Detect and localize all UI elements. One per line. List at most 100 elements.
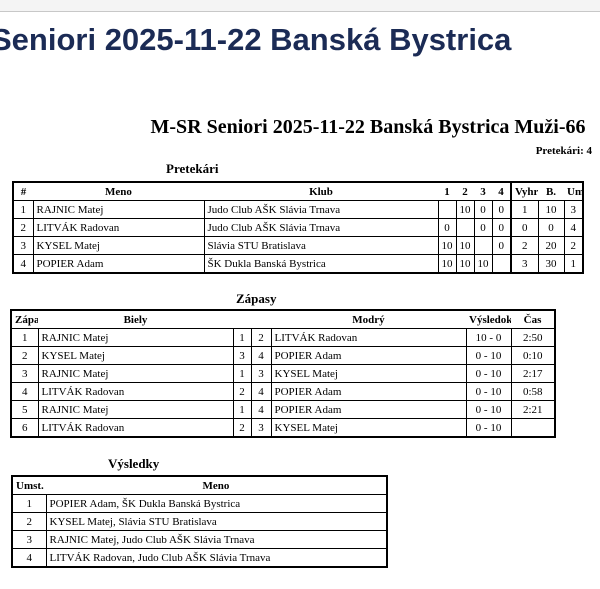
competitors-cell-score-1: 10 (437, 236, 457, 255)
table-row: 4 POPIER Adam ŠK Dukla Banská Bystrica 10 10… (12, 254, 584, 274)
table-row: 4 LITVÁK Radovan 2 4 POPIER Adam 0 - 10 0:58 (10, 382, 556, 401)
competitors-cell-points: 0 (537, 218, 565, 237)
document-title: M-SR Seniori 2025-11-22 Banská Bystrica … (150, 116, 586, 138)
results-cell-place: 2 (11, 512, 47, 531)
competitors-header-number: # (13, 182, 33, 201)
competitors-cell-score-1 (437, 200, 457, 219)
matches-cell-match: 1 (10, 328, 39, 347)
competitors-cell-score-3: 0 (473, 200, 493, 219)
competitors-cell-club: ŠK Dukla Banská Bystrica (203, 254, 439, 274)
competitors-cell-number: 1 (12, 200, 34, 219)
matches-cell-blue: POPIER Adam (270, 400, 467, 419)
competitors-cell-name: LITVÁK Radovan (32, 218, 205, 237)
matches-cell-match: 5 (10, 400, 39, 419)
matches-cell-blue-number: 4 (250, 400, 272, 419)
matches-header-white: Biely (38, 310, 233, 329)
table-row: 3 KYSEL Matej Slávia STU Bratislava 10 10 0 2 2… (12, 236, 584, 255)
competitors-cell-score-2: 10 (455, 254, 475, 274)
matches-cell-white-number: 2 (232, 382, 252, 401)
matches-cell-match: 3 (10, 364, 39, 383)
table-row: 2 LITVÁK Radovan Judo Club AŠK Slávia Trna… (12, 218, 584, 237)
results-cell-place: 1 (11, 494, 47, 513)
results-table: Umst. Meno 1 POPIER Adam, ŠK Dukla Banská B… (11, 475, 388, 568)
competitors-cell-score-1: 10 (437, 254, 457, 274)
competitors-header-club: Klub (204, 182, 438, 201)
competitors-cell-name: RAJNIC Matej (32, 200, 205, 219)
competitors-cell-score-4: 0 (491, 200, 512, 219)
competitors-cell-wins: 0 (510, 218, 539, 237)
competitors-header-score-2: 2 (456, 182, 474, 201)
competitors-header-place: Umst. (564, 182, 583, 201)
matches-cell-result: 0 - 10 (465, 364, 512, 383)
competitors-cell-score-2: 10 (455, 236, 475, 255)
competitors-cell-score-3: 10 (473, 254, 493, 274)
matches-cell-time: 2:17 (510, 364, 556, 383)
competitors-cell-wins: 2 (510, 236, 539, 255)
competitors-cell-score-4 (491, 254, 512, 274)
matches-cell-blue: LITVÁK Radovan (270, 328, 467, 347)
matches-cell-time: 2:50 (510, 328, 556, 347)
matches-cell-blue: KYSEL Matej (270, 364, 467, 383)
results-header-place: Umst. (12, 476, 46, 495)
competitors-cell-club: Judo Club AŠK Slávia Trnava (203, 218, 439, 237)
matches-cell-blue-number: 4 (250, 346, 272, 365)
table-row: 4 LITVÁK Radovan, Judo Club AŠK Slávia Tr… (11, 548, 388, 568)
document-title-row: M-SR Seniori 2025-11-22 Banská Bystrica … (0, 116, 600, 139)
competitors-cell-place: 3 (563, 200, 584, 219)
matches-cell-blue: POPIER Adam (270, 382, 467, 401)
matches-cell-blue: POPIER Adam (270, 346, 467, 365)
competitors-header-wins: Vyhraté (510, 182, 538, 201)
matches-cell-match: 4 (10, 382, 39, 401)
competitors-cell-score-2 (455, 218, 475, 237)
competitors-cell-name: POPIER Adam (32, 254, 205, 274)
matches-cell-white: LITVÁK Radovan (37, 382, 234, 401)
results-header-name: Meno (46, 476, 387, 495)
matches-cell-white-number: 1 (232, 364, 252, 383)
competitors-cell-points: 30 (537, 254, 565, 274)
table-row: 1 POPIER Adam, ŠK Dukla Banská Bystrica (11, 494, 388, 513)
matches-cell-white: RAJNIC Matej (37, 364, 234, 383)
table-row: 1 RAJNIC Matej 1 2 LITVÁK Radovan 10 - 0 2:50 (10, 328, 556, 347)
matches-cell-time: 0:58 (510, 382, 556, 401)
matches-cell-blue-number: 3 (250, 418, 272, 438)
competitors-cell-number: 4 (12, 254, 34, 274)
matches-cell-result: 10 - 0 (465, 328, 512, 347)
matches-header-result: Výsledok (466, 310, 511, 329)
competitors-cell-number: 3 (12, 236, 34, 255)
matches-heading: Zápasy (236, 291, 277, 306)
results-cell-place: 4 (11, 548, 47, 568)
matches-cell-time: 0:10 (510, 346, 556, 365)
competitors-header-score-4: 4 (492, 182, 511, 201)
competitors-cell-points: 10 (537, 200, 565, 219)
competitors-header-score-1: 1 (438, 182, 456, 201)
competitors-cell-place: 1 (563, 254, 584, 274)
results-heading: Výsledky (108, 456, 160, 471)
results-cell-name: LITVÁK Radovan, Judo Club AŠK Slávia Trn… (45, 548, 388, 568)
matches-cell-result: 0 - 10 (465, 346, 512, 365)
matches-cell-time: 2:21 (510, 400, 556, 419)
competitors-cell-score-4: 0 (491, 218, 512, 237)
competitors-cell-place: 4 (563, 218, 584, 237)
competitors-cell-score-4: 0 (491, 236, 512, 255)
competitors-cell-number: 2 (12, 218, 34, 237)
competitors-cell-score-3 (473, 236, 493, 255)
matches-cell-result: 0 - 10 (465, 382, 512, 401)
matches-cell-white: LITVÁK Radovan (37, 418, 234, 438)
competitors-cell-score-1: 0 (437, 218, 457, 237)
browser-top-bar (0, 0, 600, 12)
table-row: 2 KYSEL Matej, Slávia STU Bratislava (11, 512, 388, 531)
matches-cell-blue-number: 4 (250, 382, 272, 401)
matches-cell-blue: KYSEL Matej (270, 418, 467, 438)
competitors-cell-wins: 3 (510, 254, 539, 274)
matches-table: ZápasBielyModrýVýsledokČas1RAJNIC Matej1… (10, 309, 556, 438)
table-row: 3 RAJNIC Matej, Judo Club AŠK Slávia Trna… (11, 530, 388, 549)
matches-cell-white-number: 1 (232, 400, 252, 419)
matches-cell-white: RAJNIC Matej (37, 400, 234, 419)
matches-cell-result: 0 - 10 (465, 400, 512, 419)
competitors-header-score-3: 3 (474, 182, 492, 201)
competitors-header-points: B. (538, 182, 564, 201)
matches-cell-match: 6 (10, 418, 39, 438)
competitors-header-name: Meno (33, 182, 204, 201)
matches-header-blue-number (251, 310, 271, 329)
